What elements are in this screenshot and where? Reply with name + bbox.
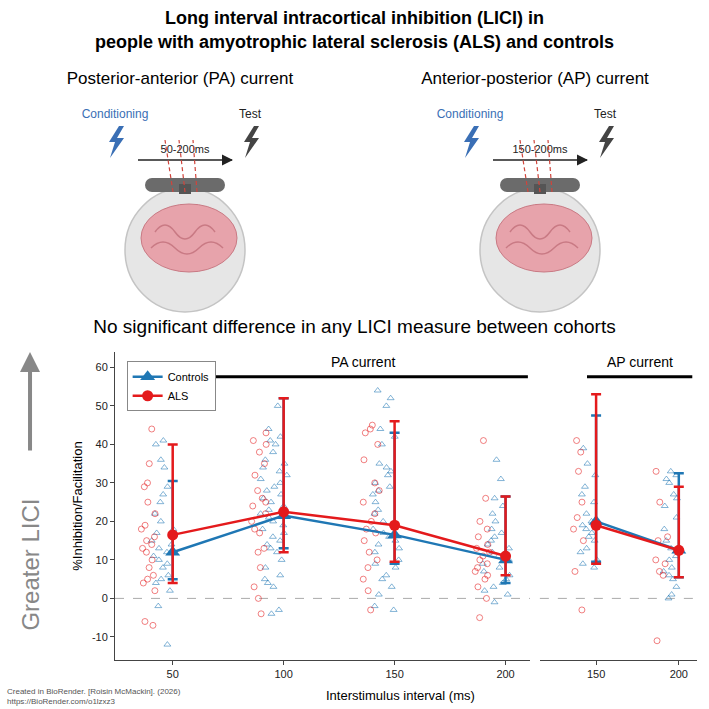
svg-text:30: 30 [96,477,108,489]
svg-text:40: 40 [96,438,108,450]
svg-text:Long interval intracortical in: Long interval intracortical inhibition (… [165,8,544,28]
svg-text:%Inhibition/Facilitation: %Inhibition/Facilitation [70,441,85,570]
svg-text:Anterior-posterior (AP) curren: Anterior-posterior (AP) current [421,69,649,88]
svg-text:Conditioning: Conditioning [437,107,504,121]
svg-text:50: 50 [167,668,179,680]
svg-text:Controls: Controls [168,371,209,383]
svg-text:150-200ms: 150-200ms [512,143,568,155]
svg-text:60: 60 [96,361,108,373]
svg-text:Test: Test [239,107,262,121]
svg-text:200: 200 [496,668,514,680]
svg-text:Conditioning: Conditioning [82,107,149,121]
svg-text:Posterior-anterior (PA) curren: Posterior-anterior (PA) current [67,69,294,88]
svg-text:people with amyotrophic latera: people with amyotrophic lateral sclerosi… [95,32,614,52]
svg-text:0: 0 [102,592,108,604]
svg-text:PA current: PA current [331,354,395,370]
svg-text:100: 100 [274,668,292,680]
svg-text:-10: -10 [92,631,108,643]
svg-text:150: 150 [587,668,605,680]
svg-text:10: 10 [96,554,108,566]
svg-text:Created in BioRender. [Roisin: Created in BioRender. [Roisin McMackin].… [7,687,181,706]
svg-text:AP current: AP current [607,354,673,370]
svg-text:150: 150 [385,668,403,680]
svg-text:Greater LICI: Greater LICI [17,499,44,631]
svg-text:No significant difference in a: No significant difference in any LICI me… [93,316,615,337]
svg-text:ALS: ALS [168,390,189,402]
svg-text:Test: Test [594,107,617,121]
svg-text:Interstimulus interval (ms): Interstimulus interval (ms) [326,688,475,703]
svg-text:200: 200 [670,668,688,680]
svg-text:50: 50 [96,400,108,412]
svg-text:50-200ms: 50-200ms [161,143,210,155]
svg-text:20: 20 [96,515,108,527]
